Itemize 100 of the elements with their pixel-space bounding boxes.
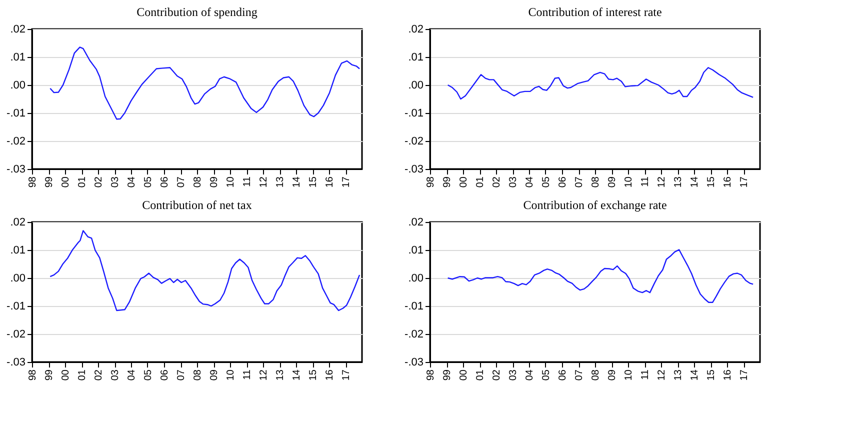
chart-title: Contribution of net tax (142, 198, 252, 212)
y-tick-label: -.02 (404, 328, 424, 340)
x-tick-label: 06 (160, 176, 170, 188)
x-tick-label: 14 (690, 176, 700, 188)
x-tick-label: 13 (275, 369, 286, 381)
x-tick-label: 04 (126, 176, 138, 188)
x-tick-label: 05 (143, 369, 154, 381)
x-tick-label: 13 (275, 176, 286, 188)
y-tick-label: -.03 (6, 356, 26, 368)
x-tick-label: 02 (492, 369, 502, 381)
y-tick-label: .00 (408, 80, 424, 92)
x-tick-label: 16 (722, 176, 734, 188)
x-tick-label: 06 (160, 369, 170, 381)
x-tick-label: 98 (426, 369, 436, 381)
x-tick-label: 14 (292, 369, 302, 381)
x-tick-label: 04 (524, 369, 536, 381)
y-tick-label: -.03 (6, 164, 26, 176)
x-tick-label: 98 (28, 176, 38, 188)
y-tick-label: -.02 (404, 136, 424, 148)
x-tick-label: 02 (94, 176, 104, 188)
line-series (50, 46, 360, 120)
y-tick-label: .00 (10, 80, 26, 92)
x-tick-label: 06 (558, 369, 568, 381)
x-tick-label: 16 (324, 176, 336, 188)
x-tick-label: 01 (77, 176, 88, 188)
y-tick-label: -.02 (6, 136, 26, 148)
x-tick-label: 03 (508, 369, 519, 381)
x-tick-label: 10 (624, 369, 634, 381)
x-tick-label: 17 (341, 369, 352, 381)
x-tick-label: 07 (574, 369, 585, 381)
chart-title: Contribution of interest rate (528, 5, 662, 19)
x-tick-label: 98 (426, 176, 436, 188)
x-tick-label: 05 (143, 176, 154, 188)
y-tick-label: -.03 (404, 356, 424, 368)
y-tick-label: -.02 (6, 328, 26, 340)
x-tick-label: 10 (226, 369, 236, 381)
x-tick-label: 03 (110, 176, 121, 188)
x-tick-label: 02 (94, 369, 104, 381)
x-tick-label: 99 (44, 176, 55, 188)
x-tick-label: 17 (739, 176, 750, 188)
x-tick-label: 15 (308, 176, 319, 188)
y-tick-label: .00 (408, 272, 424, 284)
x-tick-label: 09 (209, 369, 220, 381)
y-tick-label: .02 (10, 24, 26, 36)
x-tick-label: 00 (458, 176, 470, 188)
x-tick-label: 16 (722, 369, 734, 381)
x-tick-label: 98 (28, 369, 38, 381)
x-tick-label: 08 (590, 369, 602, 381)
chart-title: Contribution of spending (136, 5, 258, 19)
x-tick-label: 04 (524, 176, 536, 188)
x-tick-label: 01 (77, 369, 88, 381)
x-tick-label: 16 (324, 369, 336, 381)
x-tick-label: 08 (192, 176, 204, 188)
x-tick-label: 11 (640, 369, 651, 380)
x-tick-label: 00 (60, 176, 72, 188)
x-tick-label: 07 (176, 369, 187, 381)
y-tick-label: .01 (408, 52, 424, 64)
x-tick-label: 05 (541, 176, 552, 188)
y-tick-label: -.01 (404, 300, 424, 312)
x-tick-label: 00 (60, 369, 72, 381)
x-tick-label: 14 (690, 369, 700, 381)
x-tick-label: 15 (308, 369, 319, 381)
x-tick-label: 17 (341, 176, 352, 188)
x-tick-label: 00 (458, 369, 470, 381)
y-tick-label: -.01 (6, 108, 26, 120)
line-series (447, 249, 754, 303)
x-tick-label: 15 (706, 176, 717, 188)
x-tick-label: 02 (492, 176, 502, 188)
x-tick-label: 05 (541, 369, 552, 381)
y-tick-label: .01 (408, 244, 424, 256)
x-tick-label: 99 (442, 369, 453, 381)
x-tick-label: 10 (624, 176, 634, 188)
x-tick-label: 08 (192, 369, 204, 381)
x-tick-label: 12 (258, 369, 270, 381)
x-tick-label: 10 (226, 176, 236, 188)
x-tick-label: 15 (706, 369, 717, 381)
x-tick-label: 03 (508, 176, 519, 188)
y-tick-label: .02 (408, 216, 424, 228)
x-tick-label: 04 (126, 369, 138, 381)
x-tick-label: 17 (739, 369, 750, 381)
x-tick-label: 99 (44, 369, 55, 381)
chart-title: Contribution of exchange rate (523, 198, 667, 212)
x-tick-label: 08 (590, 176, 602, 188)
x-tick-label: 07 (574, 176, 585, 188)
y-tick-label: .02 (408, 24, 424, 36)
x-tick-label: 13 (673, 176, 684, 188)
x-tick-label: 12 (656, 176, 668, 188)
y-tick-label: .01 (10, 52, 26, 64)
x-tick-label: 11 (242, 176, 253, 187)
x-tick-label: 11 (242, 369, 253, 380)
line-series (447, 67, 754, 100)
x-tick-label: 13 (673, 369, 684, 381)
x-tick-label: 12 (258, 176, 270, 188)
x-tick-label: 06 (558, 176, 568, 188)
x-tick-label: 01 (475, 176, 486, 188)
x-tick-label: 07 (176, 176, 187, 188)
y-tick-label: -.03 (404, 164, 424, 176)
y-tick-label: -.01 (6, 300, 26, 312)
x-tick-label: 09 (209, 176, 220, 188)
y-tick-label: -.01 (404, 108, 424, 120)
